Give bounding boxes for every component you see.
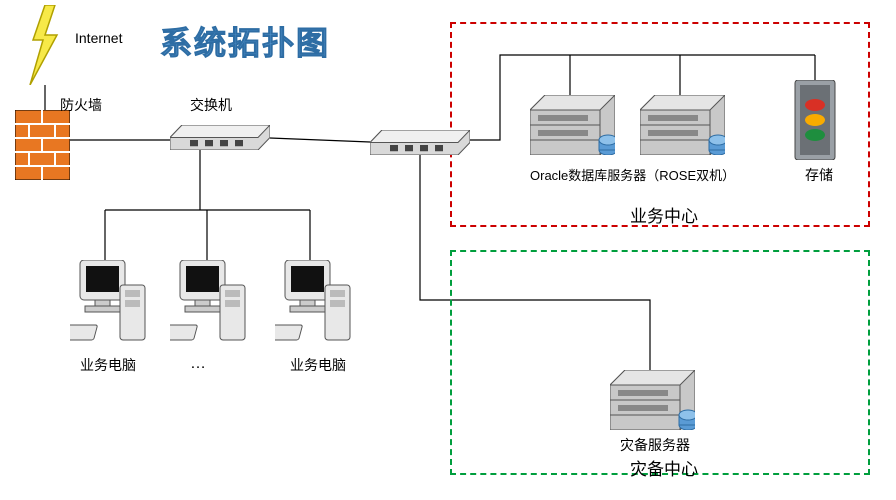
switch-label: 交换机 <box>190 95 232 115</box>
pc-ellipsis-label: … <box>190 355 206 373</box>
pc2-icon <box>170 260 250 345</box>
edge-switch1-switch2 <box>270 138 370 142</box>
business-center-label: 业务中心 <box>630 202 698 227</box>
topology-diagram: { "title": { "text": "系统拓扑图", "color": "… <box>0 0 896 500</box>
storage-icon <box>790 80 840 160</box>
internet-label: Internet <box>75 30 122 46</box>
dr-server-label: 灾备服务器 <box>620 435 690 455</box>
internet-lightning-icon <box>25 5 65 85</box>
dr-server-icon <box>610 370 695 430</box>
pc1-icon <box>70 260 150 345</box>
server1-icon <box>530 95 615 155</box>
switch1-icon <box>170 125 270 150</box>
server2-icon <box>640 95 725 155</box>
pc3-label: 业务电脑 <box>290 355 346 375</box>
dr-center-label: 灾备中心 <box>630 455 698 480</box>
pc1-label: 业务电脑 <box>80 355 136 375</box>
firewall-icon <box>15 110 70 180</box>
oracle-label: Oracle数据库服务器（ROSE双机） <box>530 165 735 184</box>
switch2-icon <box>370 130 470 155</box>
firewall-label: 防火墙 <box>60 95 102 115</box>
pc3-icon <box>275 260 355 345</box>
storage-label: 存储 <box>805 165 833 185</box>
diagram-title: 系统拓扑图 <box>160 18 330 64</box>
